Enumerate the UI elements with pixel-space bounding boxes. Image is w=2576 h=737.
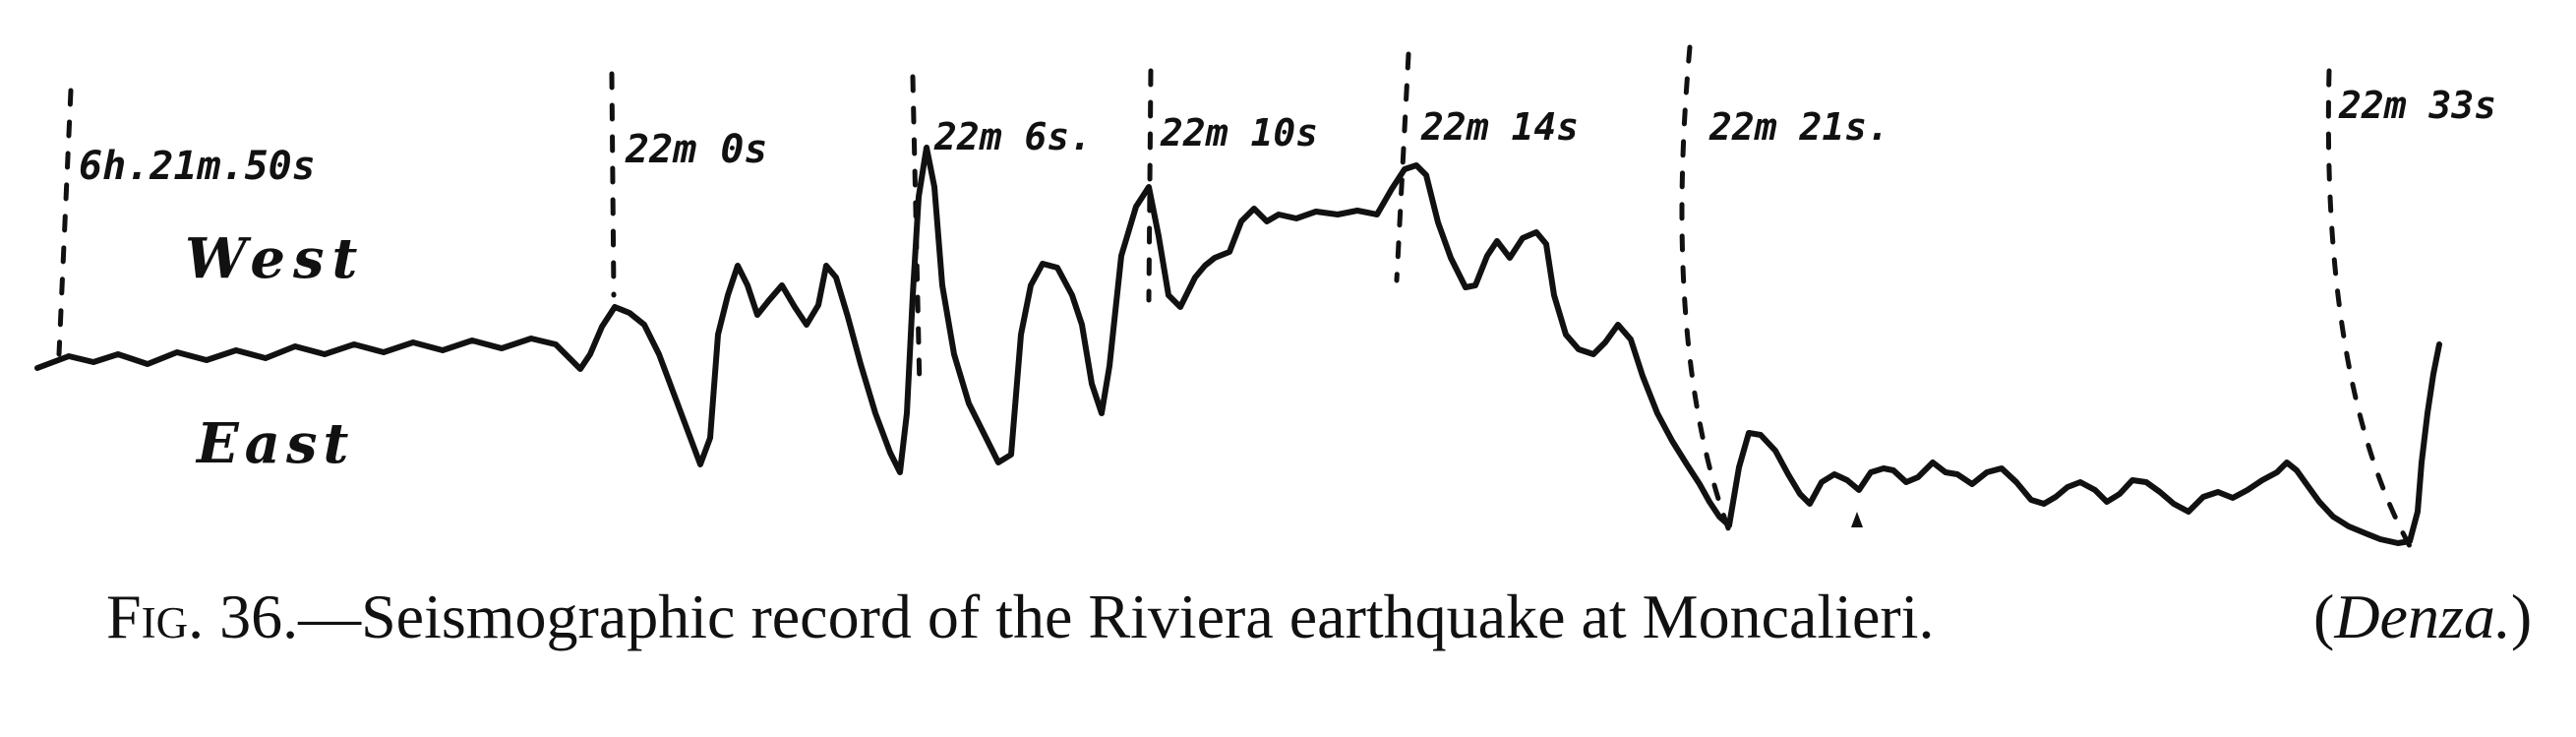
time-mark-label-7: 22m 33s (2338, 84, 2496, 127)
time-mark-line-1 (56, 88, 74, 357)
attribution-name: Denza. (2333, 582, 2511, 651)
time-mark-line-2 (609, 71, 617, 298)
caption-text: Seismographic record of the Riviera eart… (361, 582, 1934, 651)
time-mark-line-5 (1394, 51, 1411, 283)
seismograph-trace (34, 145, 2442, 546)
time-mark-label-5: 22m 14s (1420, 105, 1579, 149)
time-mark-label-1: 6h.21m.50s (79, 144, 316, 189)
time-mark-label-4: 22m 10s (1160, 111, 1318, 154)
attribution-close: ) (2511, 582, 2532, 651)
attribution-open: ( (2313, 582, 2334, 651)
time-mark-line-6 (1679, 44, 1734, 539)
time-mark-label-3: 22m 6s. (933, 115, 1092, 158)
time-mark-line-4 (1146, 68, 1154, 303)
ink-blot (1851, 512, 1863, 527)
time-mark-lines (56, 44, 2413, 549)
caption-dash: — (297, 582, 362, 651)
west-label: West (185, 226, 365, 291)
figure-caption: Fig. 36.—Seismographic record of the Riv… (106, 582, 1934, 651)
time-mark-label-6: 22m 21s. (1708, 105, 1889, 149)
time-mark-labels: 6h.21m.50s 22m 0s 22m 6s. 22m 10s 22m 14… (79, 84, 2496, 189)
east-label: East (195, 411, 354, 476)
time-mark-line-7 (2325, 68, 2413, 549)
caption-prefix: Fig. 36. (106, 582, 298, 651)
time-mark-label-2: 22m 0s (625, 127, 768, 172)
caption-attribution: (Denza.) (2313, 582, 2532, 651)
